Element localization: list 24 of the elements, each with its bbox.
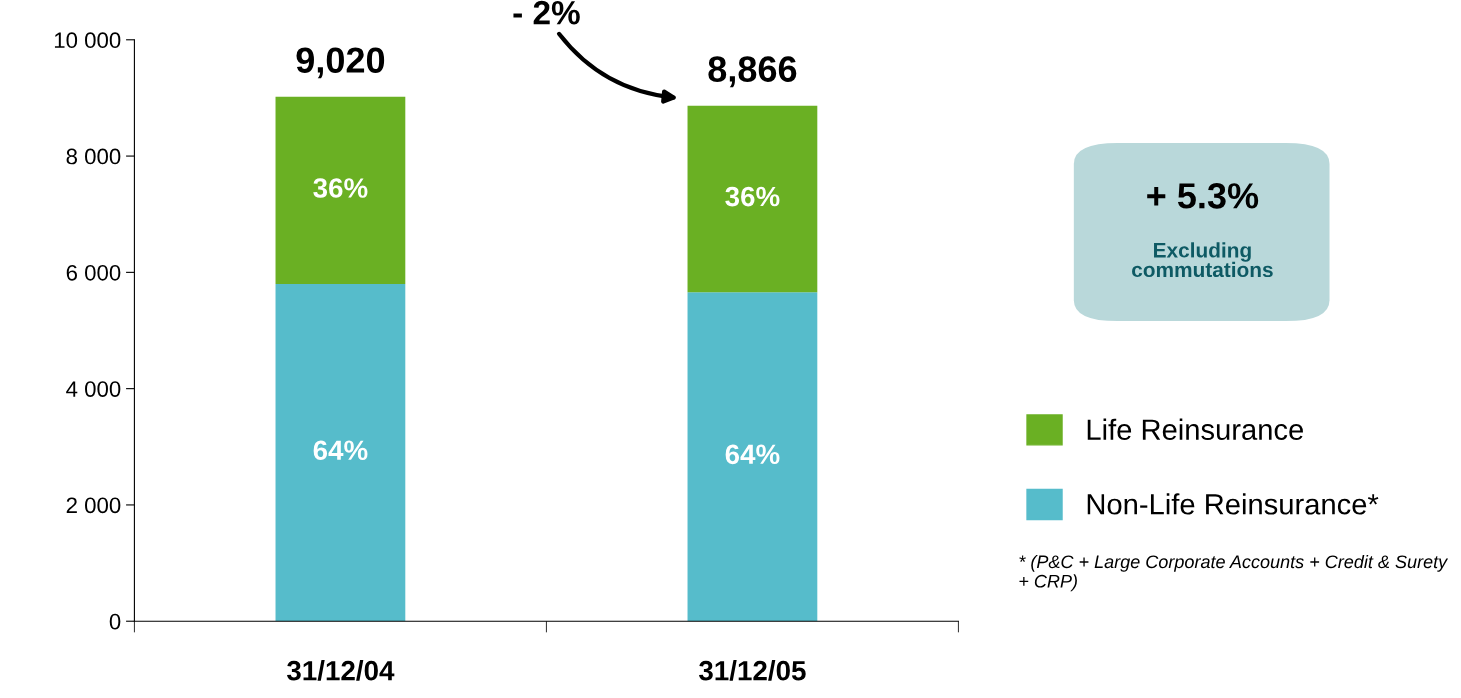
text: * (P&C + Large Corporate Accounts + Credit & Surety + CRP) — [1019, 554, 1449, 592]
total-label: 9,020 — [296, 47, 385, 79]
total-label: 8,866 — [708, 56, 797, 88]
annotation: 36% — [725, 186, 780, 207]
y-tick-label: 6 000 — [66, 264, 121, 281]
text: Excluding commutations — [1132, 242, 1273, 278]
x-tick-label: 31/12/05 — [698, 660, 806, 681]
annotation: 64% — [725, 444, 780, 465]
bar — [275, 283, 406, 622]
y-tick-label: 2 000 — [66, 497, 121, 514]
x-tick-label: 31/12/04 — [286, 660, 395, 681]
text: + 5.3% — [1147, 183, 1259, 209]
bar — [687, 292, 818, 622]
bar — [687, 105, 818, 293]
annotation: 64% — [313, 440, 368, 461]
bar — [275, 96, 406, 284]
annotation: 36% — [313, 178, 368, 198]
legend-label: Life Reinsurance — [1087, 418, 1303, 441]
y-tick-label: 10 000 — [54, 32, 121, 49]
y-tick-label: 4 000 — [66, 381, 121, 397]
y-tick-label: 0 — [109, 613, 121, 630]
text: - 2% — [513, 0, 580, 25]
y-tick-label: 8 000 — [66, 148, 121, 165]
legend-label: Non-Life Reinsurance* — [1087, 493, 1379, 515]
